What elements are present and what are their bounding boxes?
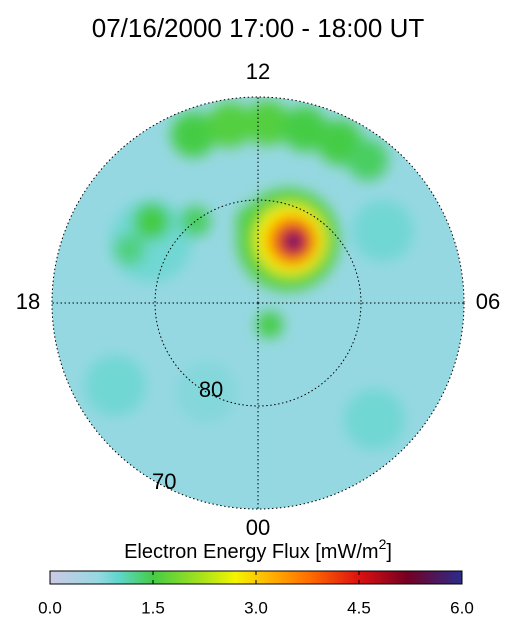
flux-blob bbox=[288, 236, 299, 247]
flux-blob bbox=[343, 388, 406, 451]
colorbar-title-text: Electron Energy Flux [mW/m bbox=[124, 541, 379, 563]
flux-blob bbox=[244, 100, 291, 146]
flux-blob bbox=[133, 202, 171, 241]
colorbar-tick-label: 0.0 bbox=[38, 598, 62, 617]
flux-blob bbox=[114, 234, 145, 266]
colorbar-title-end: ] bbox=[386, 541, 392, 563]
colorbar-tick-label: 4.5 bbox=[347, 598, 371, 617]
colorbar: 0.0 1.5 3.0 4.5 6.0 bbox=[38, 570, 474, 617]
grid bbox=[51, 96, 465, 510]
mlt-label: 00 bbox=[246, 515, 270, 540]
labels: 12 06 00 18 80 70 bbox=[16, 59, 500, 540]
mlt-label: 18 bbox=[16, 289, 40, 314]
mlt-label: 06 bbox=[476, 289, 500, 314]
lat-circle bbox=[51, 96, 465, 510]
colorbar-tick-label: 6.0 bbox=[450, 598, 474, 617]
flux-blob bbox=[170, 112, 217, 158]
flux-blob bbox=[281, 106, 328, 152]
flux-blob bbox=[256, 311, 284, 339]
chart-title: 07/16/2000 17:00 - 18:00 UT bbox=[92, 13, 425, 43]
lat-circle bbox=[154, 199, 362, 407]
flux-blob bbox=[84, 354, 147, 417]
colorbar-title-sup: 2 bbox=[379, 536, 387, 552]
flux-blobs bbox=[84, 100, 414, 451]
flux-blob bbox=[207, 102, 253, 148]
lat-label: 70 bbox=[152, 469, 176, 494]
mlt-label: 12 bbox=[246, 59, 270, 84]
lat-label: 80 bbox=[199, 377, 223, 402]
flux-blob bbox=[347, 139, 389, 181]
colorbar-tick-label: 3.0 bbox=[244, 598, 268, 617]
flux-blob bbox=[175, 361, 238, 424]
flux-blob bbox=[351, 200, 414, 262]
colorbar-title: Electron Energy Flux [mW/m2] bbox=[124, 536, 392, 564]
colorbar-tick-label: 1.5 bbox=[141, 598, 165, 617]
